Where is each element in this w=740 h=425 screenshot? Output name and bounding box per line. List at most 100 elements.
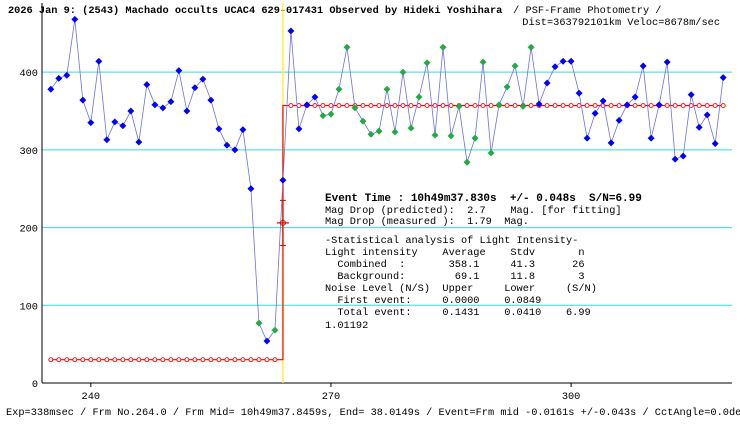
data-point xyxy=(703,111,711,119)
data-point xyxy=(431,131,439,139)
data-point xyxy=(663,58,671,66)
chart-subtitle-2: Dist=363792101km Veloc=8678m/sec xyxy=(522,17,720,29)
data-point xyxy=(167,98,175,106)
model-point xyxy=(400,103,406,109)
data-point xyxy=(519,102,527,110)
data-point xyxy=(439,43,447,51)
data-point xyxy=(647,134,655,142)
info-line: First event: 0.0000 0.0849 xyxy=(325,295,541,307)
data-point xyxy=(543,79,551,87)
model-point xyxy=(72,357,78,363)
model-point xyxy=(680,103,686,109)
data-point xyxy=(471,134,479,142)
data-point xyxy=(239,126,247,134)
data-point xyxy=(255,319,263,327)
data-point xyxy=(63,71,71,79)
model-point xyxy=(368,103,374,109)
info-line: Noise Level (N/S) Upper Lower (S/N) xyxy=(325,283,597,295)
model-point xyxy=(616,103,622,109)
info-line: 1.01192 xyxy=(325,320,368,332)
model-point xyxy=(720,103,726,109)
data-point xyxy=(575,89,583,97)
data-point xyxy=(287,27,295,35)
model-point xyxy=(88,357,94,363)
model-point xyxy=(256,357,262,363)
event-marker xyxy=(279,219,286,226)
info-line: Event Time : 10h49m37.830s +/- 0.048s S/… xyxy=(325,193,642,205)
data-point xyxy=(607,139,615,147)
model-point xyxy=(576,103,582,109)
data-point xyxy=(351,104,359,112)
model-point xyxy=(488,103,494,109)
model-point xyxy=(664,103,670,109)
data-point xyxy=(335,85,343,93)
data-point xyxy=(311,93,319,101)
data-point xyxy=(127,107,135,115)
y-tick-label: 200 xyxy=(19,224,38,236)
y-tick-label: 0 xyxy=(32,379,38,391)
data-point xyxy=(279,176,287,184)
data-point xyxy=(423,59,431,67)
data-point xyxy=(207,96,215,104)
data-point xyxy=(695,123,703,131)
model-point xyxy=(56,357,62,363)
data-point xyxy=(599,97,607,105)
model-point xyxy=(584,103,590,109)
model-point xyxy=(464,103,470,109)
model-point xyxy=(712,103,718,109)
model-point xyxy=(480,103,486,109)
data-point xyxy=(183,107,191,115)
data-point xyxy=(271,326,279,334)
model-point xyxy=(64,357,70,363)
y-tick-label: 100 xyxy=(19,301,38,313)
model-point xyxy=(696,103,702,109)
model-point xyxy=(120,357,126,363)
data-point xyxy=(367,130,375,138)
data-point xyxy=(623,101,631,109)
model-point xyxy=(648,103,654,109)
model-point xyxy=(264,357,270,363)
model-point xyxy=(168,357,174,363)
data-point xyxy=(119,122,127,130)
model-point xyxy=(472,103,478,109)
data-point xyxy=(303,101,311,109)
y-tick-label: 400 xyxy=(19,68,38,80)
x-tick-label: 240 xyxy=(82,391,101,403)
info-line: Combined : 358.1 41.3 26 xyxy=(325,259,585,271)
data-point xyxy=(103,136,111,144)
model-point xyxy=(672,103,678,109)
data-point xyxy=(671,155,679,163)
model-point xyxy=(216,357,222,363)
data-point xyxy=(247,185,255,193)
model-point xyxy=(704,103,710,109)
model-point xyxy=(240,357,246,363)
data-point xyxy=(231,146,239,154)
data-point xyxy=(591,109,599,117)
footer: Exp=338msec / Frm No.264.0 / Frm Mid= 10… xyxy=(6,407,740,419)
model-point xyxy=(344,103,350,109)
data-point xyxy=(359,117,367,125)
data-point xyxy=(263,337,271,345)
data-point xyxy=(47,85,55,93)
data-point xyxy=(527,43,535,51)
data-point xyxy=(479,58,487,66)
data-point xyxy=(679,152,687,160)
data-point xyxy=(191,84,199,92)
data-point xyxy=(55,74,63,82)
data-point xyxy=(383,85,391,93)
data-point xyxy=(455,102,463,110)
data-point xyxy=(559,57,567,65)
model-point xyxy=(592,103,598,109)
model-point xyxy=(160,357,166,363)
data-point xyxy=(583,134,591,142)
model-point xyxy=(640,103,646,109)
model-point xyxy=(96,357,102,363)
data-point xyxy=(87,119,95,127)
info-line: Mag Drop (predicted): 2.7 Mag. [for fitt… xyxy=(325,205,622,217)
model-point xyxy=(288,103,294,109)
model-point xyxy=(152,357,158,363)
data-point xyxy=(135,138,143,146)
data-point xyxy=(639,62,647,70)
model-point xyxy=(184,357,190,363)
